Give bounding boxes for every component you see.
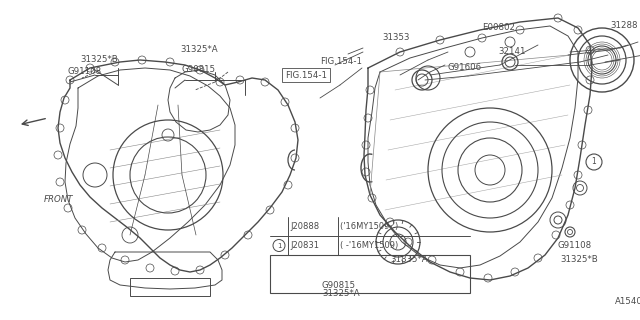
Text: FRONT: FRONT xyxy=(44,196,74,204)
Text: FIG.154-1: FIG.154-1 xyxy=(320,58,362,67)
Text: 1: 1 xyxy=(591,157,596,166)
Text: A154001483: A154001483 xyxy=(615,298,640,307)
Text: 32141: 32141 xyxy=(498,47,525,57)
Text: E00802: E00802 xyxy=(482,23,515,33)
Bar xyxy=(130,278,210,296)
Text: G91606: G91606 xyxy=(448,63,482,73)
Text: 31288: 31288 xyxy=(610,20,637,29)
Text: 31353: 31353 xyxy=(382,34,410,43)
Text: G91108: G91108 xyxy=(68,68,102,76)
Text: 31835*A: 31835*A xyxy=(390,255,428,265)
Text: 31325*A: 31325*A xyxy=(180,45,218,54)
Text: ( -'16MY1509): ( -'16MY1509) xyxy=(340,241,398,250)
Text: 1: 1 xyxy=(276,243,281,249)
Text: G90815: G90815 xyxy=(182,66,216,75)
Circle shape xyxy=(273,239,285,252)
Text: ('16MY1509- ): ('16MY1509- ) xyxy=(340,222,398,231)
Circle shape xyxy=(586,154,602,170)
Bar xyxy=(270,255,470,293)
Text: FIG.154-1: FIG.154-1 xyxy=(285,70,327,79)
Text: 31325*B: 31325*B xyxy=(560,255,598,265)
Text: J20888: J20888 xyxy=(290,222,319,231)
Text: G91108: G91108 xyxy=(558,241,592,250)
Text: 31325*A: 31325*A xyxy=(322,290,360,299)
Text: G90815: G90815 xyxy=(322,281,356,290)
Text: J20831: J20831 xyxy=(290,241,319,250)
Text: 31325*B: 31325*B xyxy=(80,55,118,65)
